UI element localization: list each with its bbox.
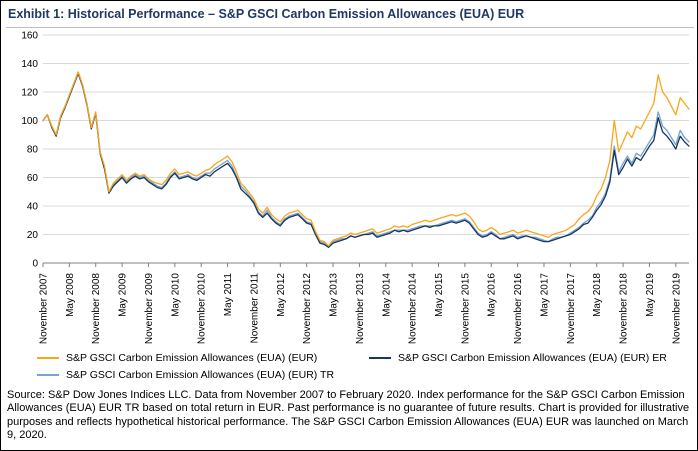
x-tick-label: May 2015 (434, 273, 445, 317)
series-line-er (42, 72, 690, 248)
x-tick-label: May 2010 (170, 273, 181, 317)
x-tick-label: May 2019 (645, 273, 656, 317)
legend-row: S&P GSCI Carbon Emission Allowances (EUA… (37, 352, 692, 364)
legend-item-er: S&P GSCI Carbon Emission Allowances (EUA… (369, 352, 667, 364)
y-tick-label: 160 (21, 31, 38, 42)
y-tick-label: 100 (21, 116, 38, 127)
legend-swatch-er (369, 357, 391, 359)
legend-swatch-tr (37, 374, 59, 376)
source-disclaimer-text: Source: S&P Dow Jones Indices LLC. Data … (7, 389, 690, 442)
line-chart: 0 20 40 60 80 100 120 140 160 November 2007 May 20… (21, 31, 690, 345)
x-tick-label: November 2019 (671, 273, 682, 345)
x-tick-label: May 2008 (65, 273, 76, 317)
x-tick-label: May 2017 (539, 273, 550, 317)
x-tick-label: May 2013 (329, 273, 340, 317)
legend-label-tr: S&P GSCI Carbon Emission Allowances (EUA… (66, 369, 335, 381)
title-divider (6, 27, 694, 28)
x-tick-label: November 2008 (91, 273, 102, 345)
x-tick-label: November 2018 (619, 273, 630, 345)
x-tick-label: May 2011 (223, 273, 234, 317)
series-line-tr (42, 71, 690, 248)
x-tick-label: November 2013 (355, 273, 366, 345)
legend-label-eur: S&P GSCI Carbon Emission Allowances (EUA… (66, 352, 318, 364)
x-tick-label: May 2009 (118, 273, 129, 317)
x-tick-label: November 2009 (144, 273, 155, 345)
series-line-eur (42, 71, 690, 247)
x-tick-label: November 2015 (460, 273, 471, 345)
x-tick-label: November 2011 (249, 273, 260, 344)
legend-item-eur: S&P GSCI Carbon Emission Allowances (EUA… (37, 352, 369, 364)
page-title: Exhibit 1: Historical Performance – S&P … (8, 7, 525, 21)
legend-item-tr: S&P GSCI Carbon Emission Allowances (EUA… (37, 369, 369, 381)
legend-row: S&P GSCI Carbon Emission Allowances (EUA… (37, 369, 692, 381)
y-tick-label: 60 (27, 173, 39, 184)
x-tick-label: November 2010 (197, 273, 208, 345)
x-tick-label: May 2016 (487, 273, 498, 317)
y-tick-label: 20 (27, 230, 39, 241)
x-tick-label: May 2012 (276, 273, 287, 317)
x-tick-label: May 2018 (592, 273, 603, 317)
x-tick-label: November 2007 (39, 273, 50, 345)
chart-legend: S&P GSCI Carbon Emission Allowances (EUA… (37, 352, 692, 386)
x-tick-label: November 2017 (566, 273, 577, 345)
x-tick-label: May 2014 (381, 273, 392, 317)
y-tick-label: 40 (27, 202, 39, 213)
y-tick-label: 140 (21, 59, 38, 70)
legend-label-er: S&P GSCI Carbon Emission Allowances (EUA… (398, 352, 667, 364)
legend-swatch-eur (37, 357, 59, 359)
x-tick-label: November 2012 (302, 273, 313, 345)
x-tick-label: November 2016 (513, 273, 524, 345)
y-tick-label: 120 (21, 88, 38, 99)
y-tick-label: 0 (32, 259, 38, 270)
x-tick-label: November 2014 (408, 273, 419, 345)
y-tick-label: 80 (27, 145, 39, 156)
